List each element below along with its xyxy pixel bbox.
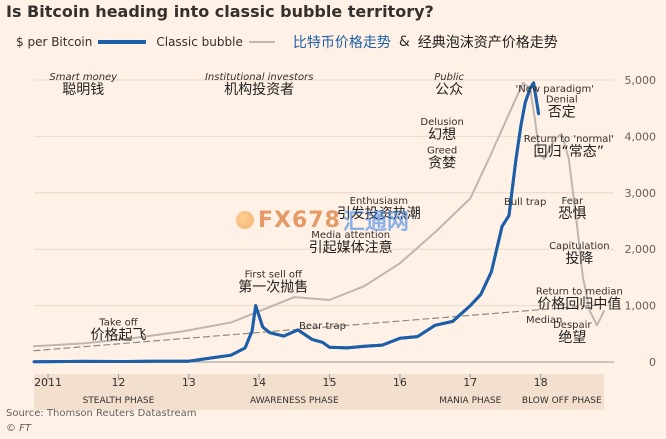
y-tick-label: 5,000 <box>625 74 657 87</box>
legend-series2-label: Classic bubble <box>156 35 243 49</box>
annotation-zh: 第一次抛售 <box>238 278 308 295</box>
annotation-zh: 价格起飞 <box>90 327 146 343</box>
x-tick-label: 14 <box>252 376 266 389</box>
annotation-label: Delusion <box>420 117 463 128</box>
legend-zh-bubble: 经典泡沫资产价格走势 <box>417 35 558 51</box>
x-tick-label: 13 <box>182 376 196 389</box>
annotation-zh: 贪婪 <box>428 155 456 171</box>
median-line <box>33 303 605 352</box>
x-tick-label: 16 <box>393 376 407 389</box>
annotation-label: 'New paradigm' <box>516 84 594 95</box>
annotation-label: Bear trap <box>299 321 346 332</box>
chart-title: Is Bitcoin heading into classic bubble t… <box>6 2 434 21</box>
annotation-label: Institutional investors <box>205 72 313 83</box>
annotation-label: Return to 'normal' <box>524 134 614 145</box>
y-tick-label: 3,000 <box>625 187 657 200</box>
annotation-zh: 价格回归中值 <box>537 295 621 312</box>
annotation-label: Enthusiasm <box>350 196 408 207</box>
annotation-label: Smart money <box>49 72 118 83</box>
annotation-zh: 幻想 <box>428 127 456 143</box>
y-tick-label: 0 <box>649 356 656 369</box>
x-tick-label: 18 <box>534 376 548 389</box>
annotation-label: Bull trap <box>504 197 546 208</box>
y-tick-label: 1,000 <box>625 300 657 313</box>
credit: © FT <box>6 423 32 434</box>
legend: $ per Bitcoin Classic bubble 比特币价格走势 & 经… <box>16 32 558 52</box>
x-tick-label: 17 <box>463 376 477 389</box>
x-tick-label: 12 <box>111 376 125 389</box>
annotation-zh: 恐惧 <box>558 206 586 222</box>
annotation-zh: 公众 <box>435 82 463 98</box>
classic-bubble-line <box>33 81 605 348</box>
phase-label: BLOW OFF PHASE <box>522 396 602 406</box>
legend-series1-swatch <box>98 40 147 44</box>
annotation-label: Public <box>434 72 464 83</box>
annotation-label: Return to median <box>536 286 623 297</box>
legend-ampersand: & <box>398 34 410 50</box>
legend-series2-swatch <box>248 41 275 43</box>
phase-band <box>34 374 604 410</box>
annotation-label: Despair <box>553 320 592 331</box>
source-note: Source: Thomson Reuters Datastream <box>6 408 197 419</box>
annotation-zh: 否定 <box>548 105 576 121</box>
annotation-label: First sell off <box>245 269 303 280</box>
annotation-zh: 引发投资热潮 <box>337 206 421 222</box>
annotation-label: Capitulation <box>549 241 610 252</box>
annotation-zh: 投降 <box>565 251 593 267</box>
annotation-label: Denial <box>546 95 578 106</box>
annotation-label: Media attention <box>311 230 390 241</box>
y-tick-label: 4,000 <box>625 130 657 143</box>
annotation-label: Fear <box>562 196 584 207</box>
phase-label: MANIA PHASE <box>439 396 501 406</box>
x-tick-label: 15 <box>323 376 337 389</box>
phase-label: STEALTH PHASE <box>83 396 155 406</box>
annotation-zh: 引起媒体注意 <box>309 239 393 256</box>
y-tick-label: 2,000 <box>625 243 657 256</box>
legend-series1-label: $ per Bitcoin <box>16 35 93 49</box>
annotation-zh: 机构投资者 <box>224 82 294 98</box>
annotation-label: Median <box>526 315 562 326</box>
annotation-zh: 回归“常态” <box>534 143 605 160</box>
legend-zh-bitcoin: 比特币价格走势 <box>292 35 391 51</box>
annotation-label: Take off <box>98 317 138 328</box>
annotation-label: Greed <box>427 145 457 156</box>
x-tick-label: 2011 <box>34 376 62 389</box>
phase-label: AWARENESS PHASE <box>250 396 339 406</box>
annotation-zh: 聪明钱 <box>62 82 104 98</box>
bitcoin-price-line-top <box>33 81 541 364</box>
annotation-zh: 绝望 <box>558 330 586 346</box>
